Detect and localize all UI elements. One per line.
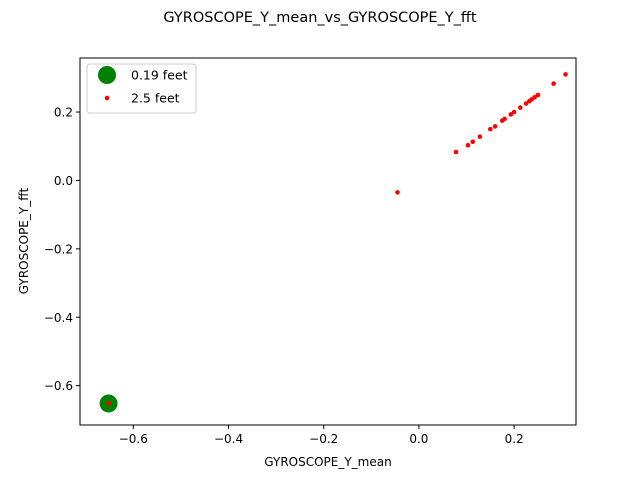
data-point-series-1 (395, 190, 400, 195)
legend-marker-0-19-feet (98, 66, 116, 84)
y-tick-label: −0.2 (44, 242, 73, 256)
x-tick-label: −0.6 (119, 432, 148, 446)
y-tick-label: −0.4 (44, 311, 73, 325)
y-axis: −0.6 −0.4 −0.2 0.0 0.2 (44, 106, 80, 393)
data-points (99, 72, 568, 413)
x-tick-label: −0.2 (309, 432, 338, 446)
y-axis-label: GYROSCOPE_Y_fft (17, 188, 31, 295)
data-point-series-1 (523, 101, 529, 106)
chart-title: GYROSCOPE_Y_mean_vs_GYROSCOPE_Y_fft (163, 10, 476, 26)
data-point-series-1 (532, 95, 537, 100)
x-tick-label: 0.2 (505, 432, 524, 446)
data-point-series-1 (477, 134, 483, 139)
data-point-series-1 (535, 92, 541, 98)
data-point-series-1 (492, 124, 498, 129)
data-point-series-1 (465, 142, 471, 148)
data-point-series-1 (470, 139, 476, 145)
data-point-series-1 (508, 112, 514, 117)
y-tick-label: −0.6 (44, 379, 73, 393)
data-point-series-1 (511, 109, 517, 115)
data-point-series-1 (518, 105, 523, 110)
x-axis-label: GYROSCOPE_Y_mean (264, 455, 391, 469)
x-tick-label: −0.4 (214, 432, 243, 446)
x-axis: −0.6 −0.4 −0.2 0.0 0.2 (119, 425, 524, 446)
data-point-series-1 (563, 72, 568, 77)
legend-label-2-5-feet: 2.5 feet (131, 91, 180, 106)
x-tick-label: 0.0 (409, 432, 428, 446)
data-point-series-1 (453, 149, 459, 155)
legend-marker-2-5-feet (104, 95, 110, 101)
plot-area-frame (79, 57, 577, 426)
y-tick-label: 0.2 (54, 106, 73, 120)
y-tick-label: 0.0 (54, 174, 73, 188)
data-point-series-1 (106, 401, 111, 406)
data-point-series-1 (502, 116, 507, 122)
legend: 0.19 feet 2.5 feet (86, 63, 197, 114)
data-point-series-1 (551, 81, 556, 86)
data-point-series-1 (488, 126, 493, 132)
legend-label-0-19-feet: 0.19 feet (131, 68, 188, 83)
